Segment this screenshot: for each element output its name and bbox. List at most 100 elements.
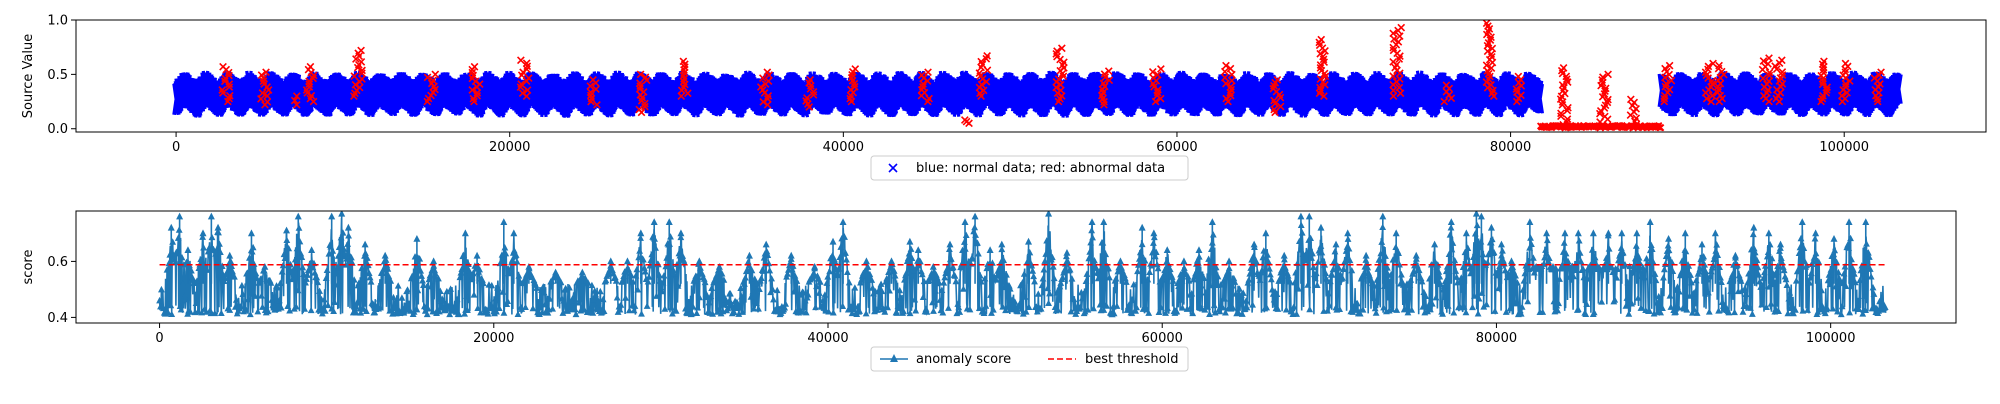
abnormal-point [1389,57,1398,66]
source-value-x-ticks: 0 20000 40000 60000 80000 100000 [172,132,1869,155]
abnormal-point [1153,70,1162,79]
anomaly-score-peak [1487,223,1495,231]
anomaly-score-peak [510,229,518,237]
abnormal-point [257,71,266,80]
anomaly-score-peak [261,263,269,270]
anomaly-score-peak [1507,257,1515,265]
score-x-tick-label: 20000 [473,331,514,346]
abnormal-point [756,83,765,91]
abnormal-point [1442,81,1451,90]
anomaly-score-peak [167,223,175,231]
abnormal-point [1316,75,1325,84]
abnormal-point [292,92,301,100]
abnormal-cluster [1758,54,1774,106]
abnormal-point [1395,75,1404,83]
anomaly-score-peak [1604,229,1612,237]
abnormal-cluster [1701,59,1717,106]
anomaly-score-peak [1163,246,1171,253]
abnormal-point [475,80,484,89]
anomaly-score-peak [1862,218,1870,225]
abnormal-point [1316,49,1325,58]
abnormal-point [586,82,595,90]
abnormal-cluster [756,68,773,109]
abnormal-point [1708,91,1717,100]
abnormal-point [1396,89,1405,98]
abnormal-point [1563,115,1572,123]
legend-anomaly-score-marker [880,354,908,362]
anomaly-score-peak [623,257,631,265]
abnormal-point [1317,35,1326,44]
abnormal-point [1660,97,1669,106]
abnormal-point [1632,114,1641,123]
abnormal-cluster [1389,23,1406,100]
abnormal-point [919,83,927,91]
score-data-layer [156,211,1889,318]
abnormal-point [983,52,992,60]
source-value-data-layer [172,20,1903,132]
anomaly-score-peak [906,237,914,245]
anomaly-score-peak [1250,240,1258,248]
abnormal-point [1715,61,1723,70]
abnormal-point [258,89,267,97]
anomaly-score-peak [214,223,222,231]
anomaly-score-peak [1116,257,1124,265]
anomaly-score-peak [1497,240,1505,248]
anomaly-score-peak [430,257,438,265]
abnormal-point [1394,38,1403,46]
anomaly-score-peak [862,257,870,265]
anomaly-score-peak [207,212,215,220]
abnormal-point [1837,91,1846,100]
abnormal-point [1270,105,1279,114]
score-legend: anomaly score best threshold [870,346,1189,372]
anomaly-score-peak [1180,257,1188,265]
abnormal-point [259,77,268,85]
source-value-y-ticks: 0.0 0.5 1.0 [47,14,76,137]
abnormal-point [1222,61,1230,70]
abnormal-cluster [1817,57,1832,106]
score-axes-frame [75,210,1957,324]
anomaly-score-peak [1379,212,1387,220]
anomaly-score-peak [344,223,352,231]
abnormal-cluster [423,70,440,106]
abnormal-point [641,102,649,111]
abnormal-point [358,69,366,78]
abnormal-point [1389,72,1397,81]
abnormal-point [305,77,313,86]
abnormal-cluster [302,62,318,106]
abnormal-point [516,56,525,65]
abnormal-point [1558,81,1567,89]
source-value-y-axis-label: Source Value [21,34,36,118]
legend-anomaly-triangle [890,354,898,362]
abnormal-cluster [802,75,818,111]
anomaly-score-peak [839,218,847,225]
anomaly-score-peak [745,251,753,259]
abnormal-point [219,62,227,71]
anomaly-score-peak [1711,229,1719,237]
legend-x-marker-glyph [888,163,898,173]
score-x-tick-label: 0 [155,331,163,346]
abnormal-point [1765,68,1774,77]
anomaly-score-peak [1305,212,1313,220]
abnormal-point [1389,46,1398,55]
anomaly-score-peak [1447,218,1455,225]
anomaly-score-peak [308,246,316,253]
abnormal-point [975,69,984,77]
abnormal-point [1488,44,1497,53]
anomaly-score-peak [998,240,1006,248]
abnormal-point [1053,47,1061,55]
abnormal-point [1315,41,1324,50]
abnormal-point [1222,79,1230,88]
anomaly-score-peak [888,257,896,265]
abnormal-point [641,73,650,82]
abnormal-point [758,74,767,82]
abnormal-point [960,116,969,124]
abnormal-point [679,57,688,66]
abnormal-cluster [635,70,651,117]
abnormal-cluster [1512,72,1526,106]
abnormal-point [1395,32,1404,41]
source-value-y-tick-label: 0.5 [47,68,68,83]
abnormal-point [1601,112,1609,121]
abnormal-point [358,75,366,83]
abnormal-point [1397,23,1406,32]
abnormal-point [1626,95,1635,104]
